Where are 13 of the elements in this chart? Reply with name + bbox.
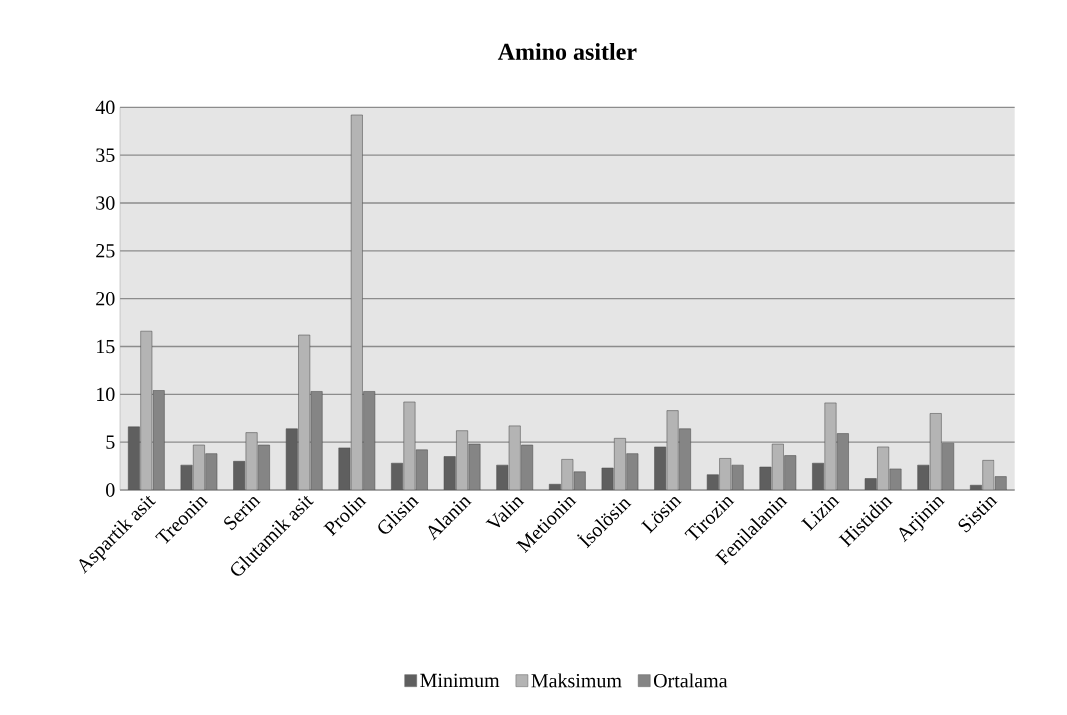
y-tick-label: 40 xyxy=(95,100,115,115)
y-tick-label: 25 xyxy=(96,244,115,258)
y-tick-label: 5 xyxy=(106,435,115,449)
legend-label: Ortalama xyxy=(653,673,728,688)
y-tick-label: 15 xyxy=(97,339,115,354)
y-tick-label: 10 xyxy=(97,387,115,402)
chart-title: Amino asitler xyxy=(497,43,637,60)
y-tick-label: 20 xyxy=(96,291,115,306)
y-tick-label: 35 xyxy=(96,148,115,162)
y-tick-label: 0 xyxy=(106,483,115,497)
legend-label: Minimum xyxy=(420,673,500,688)
y-tick-label: 30 xyxy=(96,196,115,210)
legend-label: Maksimum xyxy=(531,673,622,688)
